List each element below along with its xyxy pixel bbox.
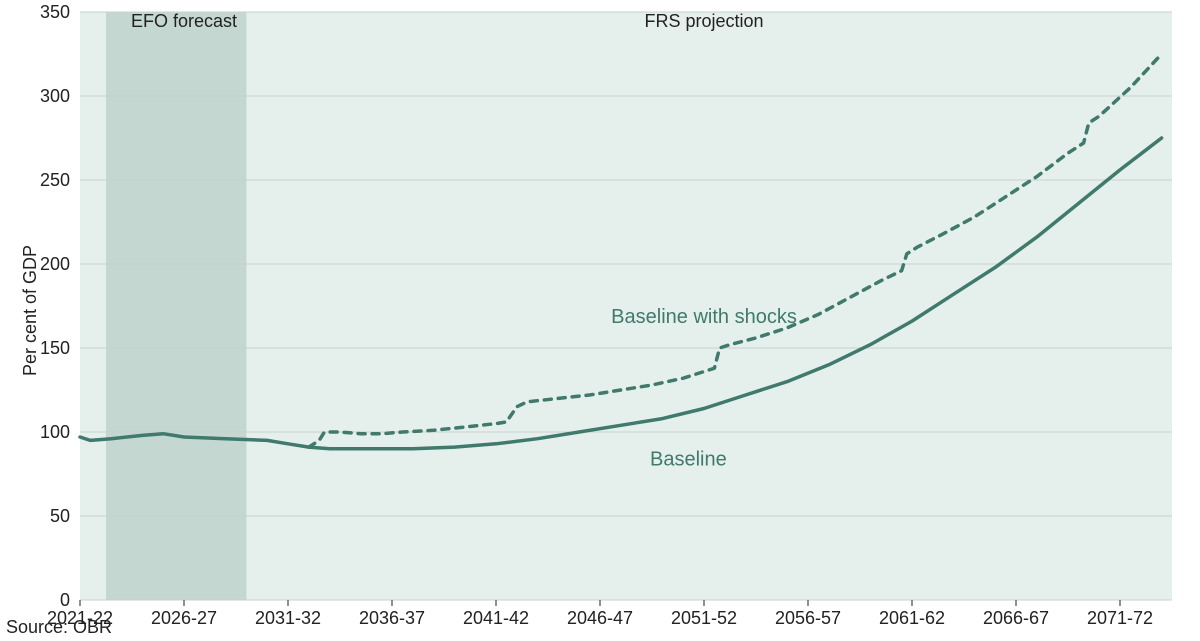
line-chart: 0501001502002503003502021-222026-272031-… bbox=[0, 0, 1200, 641]
y-tick-label: 0 bbox=[60, 590, 70, 610]
y-tick-label: 250 bbox=[40, 170, 70, 190]
annotation: FRS projection bbox=[644, 11, 763, 31]
x-tick-label: 2066-67 bbox=[983, 608, 1049, 628]
y-tick-label: 300 bbox=[40, 86, 70, 106]
y-tick-label: 100 bbox=[40, 422, 70, 442]
y-tick-label: 150 bbox=[40, 338, 70, 358]
annotation: Baseline bbox=[650, 449, 727, 471]
y-axis-label: Per cent of GDP bbox=[20, 245, 41, 376]
y-tick-label: 50 bbox=[50, 506, 70, 526]
x-tick-label: 2026-27 bbox=[151, 608, 217, 628]
x-tick-label: 2051-52 bbox=[671, 608, 737, 628]
y-tick-label: 350 bbox=[40, 2, 70, 22]
x-tick-label: 2031-32 bbox=[255, 608, 321, 628]
x-tick-label: 2056-57 bbox=[775, 608, 841, 628]
x-tick-label: 2036-37 bbox=[359, 608, 425, 628]
x-tick-label: 2041-42 bbox=[463, 608, 529, 628]
chart-container: 0501001502002503003502021-222026-272031-… bbox=[0, 0, 1200, 641]
y-tick-label: 200 bbox=[40, 254, 70, 274]
x-tick-label: 2046-47 bbox=[567, 608, 633, 628]
x-tick-label: 2071-72 bbox=[1087, 608, 1153, 628]
annotation: EFO forecast bbox=[131, 11, 237, 31]
efo-band bbox=[106, 12, 246, 600]
x-tick-label: 2061-62 bbox=[879, 608, 945, 628]
source-note: Source: OBR bbox=[6, 617, 112, 638]
annotation: Baseline with shocks bbox=[611, 306, 797, 328]
